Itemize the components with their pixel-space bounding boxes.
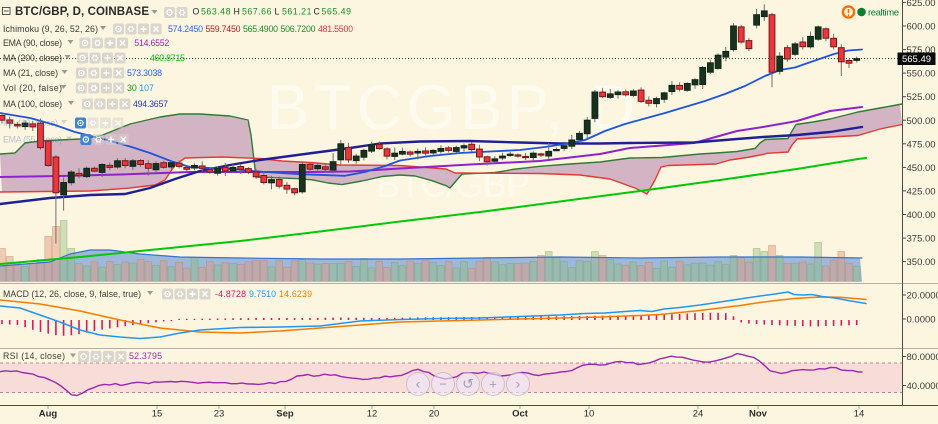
svg-text:-4.8728: -4.8728 xyxy=(215,289,246,299)
svg-text:10: 10 xyxy=(584,409,595,420)
svg-text:574.2450: 574.2450 xyxy=(168,24,203,34)
svg-text:561.21: 561.21 xyxy=(282,7,312,17)
svg-text:EMA (55, close): EMA (55, close) xyxy=(3,135,62,145)
svg-text:RSI (14, close): RSI (14, close) xyxy=(3,351,65,361)
svg-text:350.00: 350.00 xyxy=(907,257,936,268)
svg-text:MA (200, close): MA (200, close) xyxy=(3,53,62,63)
svg-text:BTC/GBP, D, COINBASE: BTC/GBP, D, COINBASE xyxy=(15,6,149,18)
svg-text:23: 23 xyxy=(214,409,225,420)
svg-text:450.00: 450.00 xyxy=(907,163,936,174)
svg-text:20: 20 xyxy=(429,409,440,420)
svg-text:20.0000: 20.0000 xyxy=(907,291,938,302)
svg-text:C: C xyxy=(314,7,321,17)
svg-text:Vol (20, false): Vol (20, false) xyxy=(3,83,62,93)
svg-text:481.5500: 481.5500 xyxy=(318,24,353,34)
svg-text:+: + xyxy=(489,377,497,392)
svg-text:24: 24 xyxy=(693,409,704,420)
svg-text:MA (21, close): MA (21, close) xyxy=(3,68,58,78)
svg-text:573.3038: 573.3038 xyxy=(127,68,162,78)
svg-text:−: − xyxy=(439,377,447,392)
svg-text:Oct: Oct xyxy=(512,409,529,420)
svg-text:460.8715: 460.8715 xyxy=(150,53,185,63)
svg-text:80.0000: 80.0000 xyxy=(907,352,938,363)
svg-text:475.00: 475.00 xyxy=(907,139,936,150)
svg-text:15: 15 xyxy=(152,409,163,420)
svg-text:realtime: realtime xyxy=(868,8,899,19)
svg-text:9.7510: 9.7510 xyxy=(249,289,276,299)
svg-text:425.00: 425.00 xyxy=(907,186,936,197)
svg-text:567.66: 567.66 xyxy=(242,7,272,17)
svg-text:0.0000: 0.0000 xyxy=(907,315,936,326)
svg-text:563.48: 563.48 xyxy=(201,7,231,17)
svg-text:Ichimoku (9, 26, 52, 26): Ichimoku (9, 26, 52, 26) xyxy=(3,24,98,34)
svg-text:375.00: 375.00 xyxy=(907,234,936,245)
svg-text:40.0000: 40.0000 xyxy=(907,381,938,392)
svg-text:52.3795: 52.3795 xyxy=(129,351,162,361)
svg-text:506.7200: 506.7200 xyxy=(281,24,316,34)
svg-text:›: › xyxy=(516,376,521,392)
svg-text:12: 12 xyxy=(367,409,378,420)
svg-text:Sep: Sep xyxy=(276,409,294,420)
svg-text:30: 30 xyxy=(127,83,137,93)
svg-text:600.00: 600.00 xyxy=(907,22,936,33)
svg-text:565.4900: 565.4900 xyxy=(243,24,278,34)
svg-text:514.6552: 514.6552 xyxy=(134,38,169,48)
svg-text:‹: ‹ xyxy=(416,376,421,392)
svg-text:14.6239: 14.6239 xyxy=(279,289,312,299)
svg-text:107: 107 xyxy=(139,83,154,93)
svg-text:EMA (90, close): EMA (90, close) xyxy=(3,38,62,48)
svg-text:Aug: Aug xyxy=(39,409,58,420)
svg-text:H: H xyxy=(234,7,240,17)
svg-text:400.00: 400.00 xyxy=(907,210,936,221)
svg-text:565.49: 565.49 xyxy=(902,54,931,65)
svg-text:14: 14 xyxy=(854,409,865,420)
svg-text:MA (10, close): MA (10, close) xyxy=(3,118,58,128)
svg-text:525.00: 525.00 xyxy=(907,92,936,103)
svg-text:494.3657: 494.3657 xyxy=(133,99,168,109)
svg-text:L: L xyxy=(275,7,280,17)
svg-text:625.00: 625.00 xyxy=(907,0,936,9)
svg-text:MACD (12, 26, close, 9, false,: MACD (12, 26, close, 9, false, true) xyxy=(3,289,141,299)
svg-text:550.00: 550.00 xyxy=(907,69,936,80)
svg-text:Nov: Nov xyxy=(749,409,768,420)
svg-text:565.49: 565.49 xyxy=(322,7,352,17)
svg-text:559.7450: 559.7450 xyxy=(206,24,241,34)
svg-text:MA (100, close): MA (100, close) xyxy=(3,99,62,109)
svg-text:↺: ↺ xyxy=(462,376,474,392)
svg-text:O: O xyxy=(193,7,200,17)
svg-text:500.00: 500.00 xyxy=(907,116,936,127)
